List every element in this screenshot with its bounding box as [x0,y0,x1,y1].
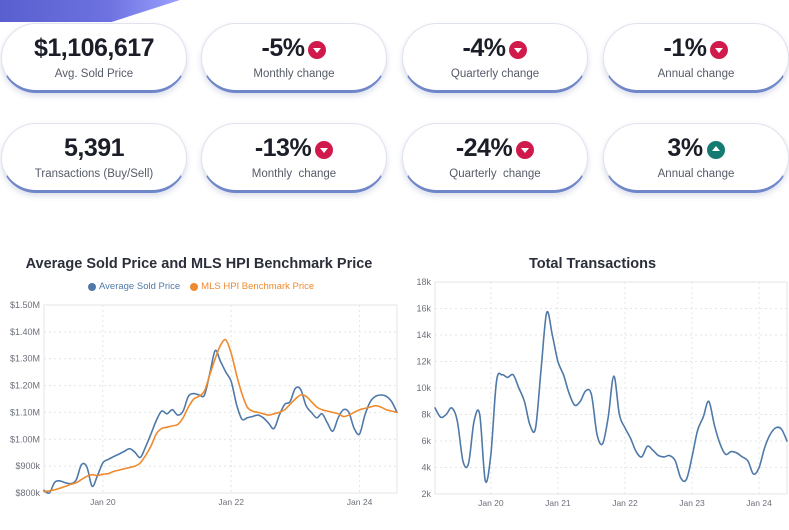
x-tick-label: Jan 24 [347,497,373,507]
kpi-card: $1,106,617 Avg. Sold Price [1,23,187,93]
kpi-label: Quarterly change [450,68,540,80]
kpi-value-text: 3% [667,134,703,162]
y-tick-label: 14k [416,330,431,340]
y-tick-label: $1.50M [10,300,40,310]
y-tick-label: 6k [421,436,431,446]
header-accent-shape [0,0,180,22]
kpi-label: Annual change [657,168,735,180]
kpi-value: -4% [403,34,587,63]
kpi-value: -1% [604,34,788,63]
y-tick-label: $1.10M [10,407,40,417]
x-tick-label: Jan 21 [545,498,571,508]
kpi-value: 3% [604,134,788,163]
kpi-label: Annual change [657,68,735,80]
price-line-chart: $800k $900k $1.00M $1.10M $1.20M $1.30M $1.40M… [10,300,398,507]
x-tick-label: Jan 22 [612,498,638,508]
chart-legend-price: Average Sold Price MLS HPI Benchmark Pri… [88,281,314,292]
series-line-mls-hpi-benchmark [43,338,398,493]
kpi-label: Quarterly change [449,168,541,180]
chart-title-price: Average Sold Price and MLS HPI Benchmark… [25,256,373,272]
legend-label-avg-sold: Average Sold Price [99,281,181,292]
arrow-down-icon [710,40,729,59]
y-tick-label: $900k [15,461,40,471]
y-tick-label: 8k [421,410,431,420]
legend-item-mls-hpi[interactable]: MLS HPI Benchmark Price [190,281,314,292]
kpi-card: -5% Monthly change [201,23,387,93]
y-tick-label: 10k [416,383,431,393]
y-tick-label: $1.00M [10,434,40,444]
kpi-card: -24% Quarterly change [402,123,588,193]
x-tick-label: Jan 20 [90,497,116,507]
x-tick-label: Jan 23 [679,498,705,508]
y-tick-label: 2k [421,489,431,499]
y-tick-label: $1.40M [10,327,40,337]
kpi-label: Monthly change [253,68,335,80]
y-tick-label: $800k [15,488,40,498]
x-tick-label: Jan 20 [478,498,504,508]
kpi-label: Transactions (Buy/Sell) [34,168,154,180]
transactions-line-chart: 2k 4k 6k 8k 10k 12k 14k 16k 18k Jan 20 Jan 21 Jan 2… [416,277,788,508]
y-tick-label: $1.30M [10,354,40,364]
legend-dot-avg-sold [88,282,96,291]
kpi-label: Monthly change [251,168,337,180]
kpi-value-text: -1% [663,34,707,62]
legend-dot-mls-hpi [190,282,199,291]
legend-label-mls-hpi: MLS HPI Benchmark Price [201,281,315,292]
kpi-card: 5,391 Transactions (Buy/Sell) [1,123,187,193]
arrow-down-icon [509,40,528,59]
plot-area [43,304,398,494]
x-tick-label: Jan 24 [746,498,772,508]
arrow-up-icon [706,140,725,159]
kpi-value: $1,106,617 [2,34,186,63]
kpi-card: -4% Quarterly change [402,23,588,93]
y-tick-label: 12k [416,357,431,367]
kpi-value: -13% [202,134,386,163]
legend-item-avg-sold[interactable]: Average Sold Price [88,281,180,292]
kpi-value-text: -5% [261,34,305,62]
y-tick-label: 4k [421,463,431,473]
series-line-avg-sold-price [43,349,398,495]
arrow-down-icon [315,140,334,159]
y-tick-label: 18k [416,277,431,287]
kpi-value-text: 5,391 [63,134,125,162]
x-tick-label: Jan 22 [218,497,244,507]
kpi-card: 3% Annual change [603,123,789,193]
kpi-value-text: -24% [455,134,513,162]
kpi-value: -24% [403,134,587,163]
chart-title-transactions: Total Transactions [528,256,657,272]
kpi-value: 5,391 [2,134,186,163]
series-line-total-transactions [434,310,788,484]
kpi-value-text: -4% [462,34,506,62]
kpi-label: Avg. Sold Price [54,68,134,80]
kpi-card: -13% Monthly change [201,123,387,193]
y-tick-label: $1.20M [10,381,40,391]
y-tick-label: 16k [416,304,431,314]
kpi-card: -1% Annual change [603,23,789,93]
kpi-value-text: -13% [254,134,312,162]
kpi-value: -5% [202,34,386,63]
arrow-down-icon [516,140,535,159]
kpi-value-text: $1,106,617 [33,34,155,62]
arrow-down-icon [308,40,327,59]
